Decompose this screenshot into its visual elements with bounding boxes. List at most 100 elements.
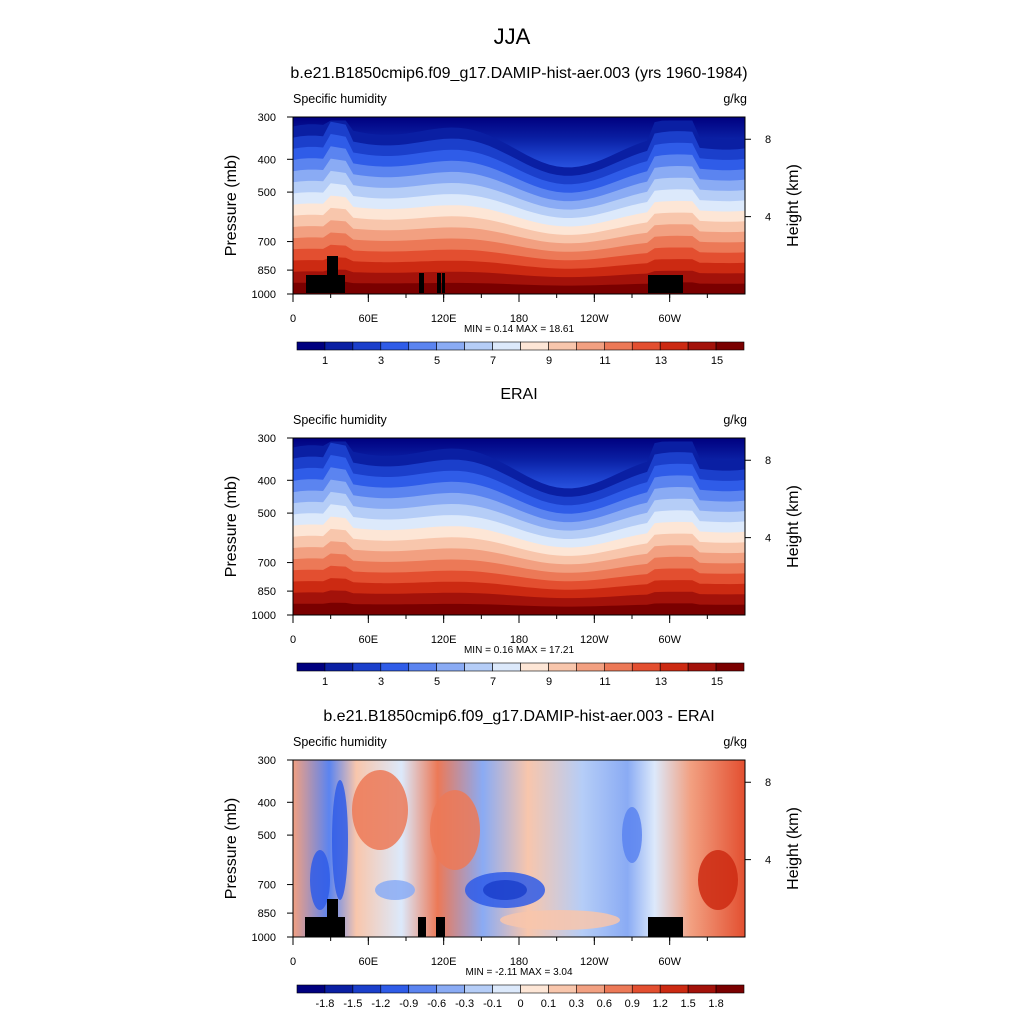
y-tick-label: 1000 [252,289,276,301]
panel-title: b.e21.B1850cmip6.f09_g17.DAMIP-hist-aer.… [290,65,747,82]
colorbar-box [408,341,437,351]
colorbar-box [296,984,326,994]
colorbar-label: 1 [322,355,328,367]
topography-mask [306,275,345,293]
topography-mask [305,917,345,937]
colorbar-box [604,662,633,672]
colorbar-label: 3 [378,355,384,367]
colorbar-box [548,662,577,672]
y2-tick-label: 4 [765,533,771,545]
colorbar-box [520,662,549,672]
x-tick-label: 120E [431,956,457,968]
colorbar-label: 1 [322,676,328,688]
colorbar-label: -0.3 [455,998,474,1010]
colorbar-box [408,984,437,994]
colorbar-box [604,984,633,994]
y-tick-label: 300 [258,112,276,124]
units-label: g/kg [723,413,747,427]
contour-band [352,770,408,850]
x-tick-label: 0 [290,956,296,968]
y-axis-label: Pressure (mb) [223,798,240,899]
colorbar-box [464,662,493,672]
y-tick-label: 400 [258,475,276,487]
y2-axis-label: Height (km) [785,807,802,890]
x-tick-label: 60E [359,956,379,968]
x-tick-label: 120W [580,313,609,325]
y-axis-label: Pressure (mb) [223,155,240,256]
colorbar-box [715,662,745,672]
x-tick-label: 60E [359,634,379,646]
colorbar-label: 1.8 [708,998,723,1010]
contour-field [293,760,745,937]
colorbar-box [631,341,661,351]
topography-mask [418,917,426,937]
colorbar-label: 15 [711,355,723,367]
colorbar-label: 11 [599,676,610,688]
colorbar-box [631,984,661,994]
y-tick-label: 700 [258,237,276,249]
panel-3: b.e21.B1850cmip6.f09_g17.DAMIP-hist-aer.… [223,708,802,1010]
colorbar-label: 5 [434,676,440,688]
colorbar-box [352,984,382,994]
colorbar-label: -0.6 [427,998,446,1010]
units-label: g/kg [723,92,747,106]
x-tick-label: 120W [580,634,609,646]
y-tick-label: 500 [258,187,276,199]
y-tick-label: 300 [258,755,276,767]
colorbar-box [492,341,521,351]
colorbar-box [520,341,549,351]
min-max-stats: MIN = 0.14 MAX = 18.61 [464,324,574,335]
y-tick-label: 500 [258,508,276,520]
x-tick-label: 180 [510,634,528,646]
colorbar-label: 7 [490,355,496,367]
variable-label: Specific humidity [293,735,388,749]
colorbar-box [436,341,465,351]
x-tick-label: 120W [580,956,609,968]
colorbar-label: 9 [546,355,552,367]
colorbar-label: 11 [599,355,610,367]
figure-title: JJA [494,24,531,49]
y-tick-label: 400 [258,154,276,166]
x-tick-label: 120E [431,313,457,325]
colorbar-label: 0.6 [597,998,612,1010]
contour-band [483,880,527,900]
colorbar-label: 3 [378,676,384,688]
colorbar-box [296,341,326,351]
y2-tick-label: 8 [765,134,771,146]
x-tick-label: 0 [290,313,296,325]
colorbar-box [380,341,410,351]
colorbar-label: -1.5 [343,998,362,1010]
colorbar-box [296,662,326,672]
y2-tick-label: 8 [765,455,771,467]
y-tick-label: 850 [258,586,276,598]
y2-tick-label: 4 [765,212,771,224]
panel-title: ERAI [500,386,537,403]
colorbar-label: 9 [546,676,552,688]
contour-field [293,438,745,615]
units-label: g/kg [723,735,747,749]
min-max-stats: MIN = -2.11 MAX = 3.04 [465,967,573,978]
colorbar-label: -0.9 [399,998,418,1010]
y2-tick-label: 4 [765,855,771,867]
colorbar-box [631,662,661,672]
contour-field [293,117,745,294]
colorbar-box [715,341,745,351]
x-tick-label: 180 [510,313,528,325]
contour-band [310,850,330,910]
y-tick-label: 700 [258,558,276,570]
colorbar-box [352,341,382,351]
colorbar-box [687,341,717,351]
colorbar-label: 0.1 [541,998,556,1010]
colorbar-label: 1.5 [680,998,695,1010]
colorbar-box [659,662,689,672]
x-tick-label: 120E [431,634,457,646]
panel-title: b.e21.B1850cmip6.f09_g17.DAMIP-hist-aer.… [323,708,714,725]
topography-mask [442,273,445,293]
y-tick-label: 300 [258,433,276,445]
colorbar-box [492,984,521,994]
colorbar-box [548,984,577,994]
x-tick-label: 60W [658,956,681,968]
contour-band [375,880,415,900]
